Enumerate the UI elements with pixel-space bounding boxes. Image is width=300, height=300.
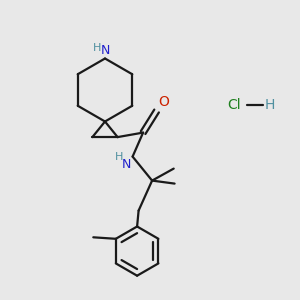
- Text: H: H: [92, 43, 101, 53]
- Text: N: N: [100, 44, 110, 57]
- Text: H: H: [264, 98, 274, 112]
- Text: N: N: [122, 158, 131, 171]
- Text: O: O: [158, 94, 169, 109]
- Text: H: H: [115, 152, 123, 162]
- Text: Cl: Cl: [227, 98, 241, 112]
